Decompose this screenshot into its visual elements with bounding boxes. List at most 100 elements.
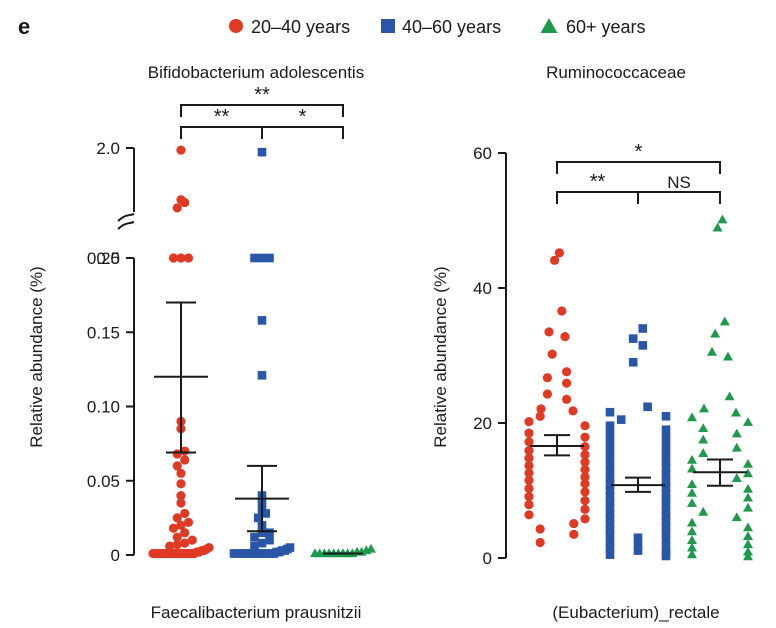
data-point [605, 480, 615, 489]
data-point [687, 526, 697, 536]
data-point [524, 483, 534, 494]
data-point [698, 448, 709, 457]
data-point [250, 532, 259, 542]
chart-right-title: Ruminococcaceae [546, 63, 686, 82]
significance-bracket: ** [180, 106, 263, 139]
data-point [661, 456, 671, 466]
data-point [605, 473, 615, 482]
data-point [731, 473, 742, 482]
significance-bracket-line [637, 191, 721, 204]
significance-bracket-label: * [299, 106, 307, 128]
data-point [638, 341, 648, 350]
legend-marker-circle [229, 19, 243, 33]
data-point [257, 371, 267, 380]
data-point [580, 479, 590, 489]
data-point [743, 458, 753, 468]
data-point [168, 253, 179, 263]
data-point [661, 517, 671, 526]
data-point [560, 332, 570, 342]
data-point [661, 488, 671, 498]
significance-bracket-line [556, 191, 639, 204]
data-point [661, 500, 671, 509]
data-point [265, 528, 274, 538]
data-point [661, 511, 671, 521]
legend-label-g3: 60+ years [566, 17, 646, 37]
data-point [547, 349, 557, 359]
data-point [661, 411, 671, 421]
data-point [723, 351, 733, 361]
chart-left: Bifidobacterium adolescentis Relative ab… [27, 63, 376, 622]
data-point [550, 255, 560, 265]
data-point [187, 535, 197, 545]
legend-label-g2: 40–60 years [402, 17, 501, 37]
data-point [661, 528, 671, 537]
data-point [605, 525, 615, 534]
left-y-axis: 0 0.05 0.10 0.15 0.200.5 2.0 [87, 139, 135, 565]
data-point [717, 214, 728, 224]
data-point [661, 425, 671, 435]
right-y-axis: 0 20 40 60 [473, 144, 507, 568]
data-point [731, 442, 742, 452]
data-point [605, 486, 615, 495]
data-point [172, 461, 182, 471]
data-point [687, 517, 697, 527]
data-point [176, 145, 186, 155]
chart-left-bottom-label: Faecalibacterium prausnitzii [151, 603, 362, 622]
data-point [562, 367, 572, 377]
data-point [524, 453, 534, 463]
data-point [605, 514, 615, 524]
data-point [731, 407, 741, 417]
data-point [536, 404, 546, 414]
y-tick-label: 0.10 [87, 398, 120, 417]
data-point [168, 523, 179, 533]
data-point [698, 423, 709, 432]
data-point [712, 222, 723, 232]
significance-bracket: * [556, 141, 721, 174]
legend-item-g1: 20–40 years [229, 17, 350, 37]
data-point [580, 504, 590, 514]
data-point [257, 253, 267, 263]
data-point [605, 429, 615, 439]
data-point [180, 538, 190, 548]
data-point [605, 503, 615, 513]
data-point [250, 253, 259, 263]
significance-bracket-line [180, 104, 344, 117]
data-point [605, 407, 615, 417]
data-point [524, 510, 534, 520]
data-point [257, 538, 267, 548]
data-point [580, 487, 590, 497]
data-point [524, 500, 534, 510]
legend-item-g3: 60+ years [540, 17, 646, 37]
data-point [568, 406, 578, 416]
data-point [743, 551, 753, 561]
data-point [743, 502, 753, 512]
data-point [580, 472, 590, 482]
data-point [524, 437, 534, 447]
data-point [731, 428, 742, 438]
data-point [687, 479, 697, 489]
right-data-points [524, 214, 753, 561]
axis-break-mark [117, 221, 135, 230]
data-point [580, 457, 590, 467]
data-point [172, 540, 182, 550]
data-point [743, 546, 753, 556]
data-point [605, 550, 615, 559]
data-point [743, 539, 753, 549]
data-point [661, 463, 671, 472]
data-point [557, 306, 567, 316]
data-point [731, 512, 742, 522]
data-point [257, 316, 267, 325]
right-error-bars [530, 434, 747, 493]
significance-bracket-label: ** [214, 106, 230, 128]
data-point [661, 506, 671, 516]
chart-left-title: Bifidobacterium adolescentis [148, 63, 364, 82]
data-point [542, 373, 553, 383]
data-point [643, 402, 652, 412]
significance-bracket-line [180, 126, 263, 139]
data-point [605, 459, 615, 469]
y-tick-label: 0 [483, 549, 492, 568]
data-point [524, 417, 534, 427]
data-point [743, 492, 753, 502]
data-point [687, 488, 697, 497]
data-point [535, 411, 545, 421]
